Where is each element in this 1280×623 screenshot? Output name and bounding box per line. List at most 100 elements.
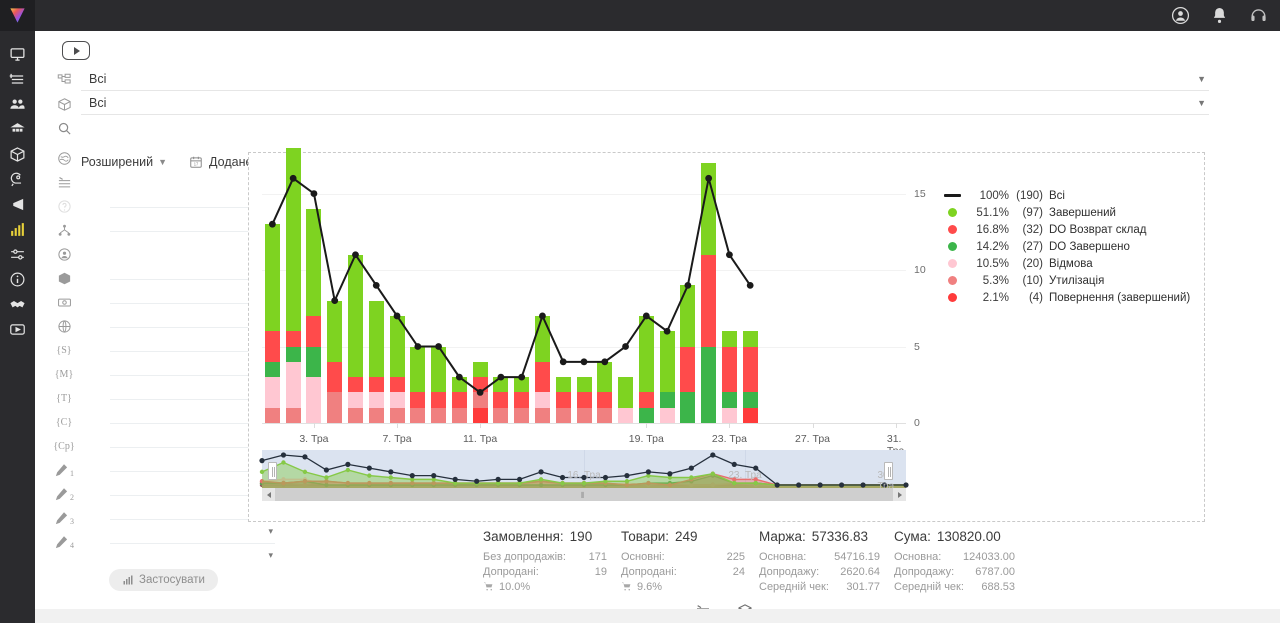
- user-circle-icon-row[interactable]: [46, 242, 82, 266]
- total-line-point[interactable]: [559, 358, 567, 366]
- chart-bar[interactable]: [638, 315, 654, 423]
- chart-bar[interactable]: [576, 377, 592, 423]
- sidebar-item-marketing[interactable]: [0, 167, 35, 192]
- sidebar-item-partners[interactable]: [0, 292, 35, 317]
- chart-bar[interactable]: [389, 316, 405, 423]
- t-brackets-icon-row[interactable]: {T}: [46, 386, 82, 410]
- pen-1-icon-row[interactable]: 1: [46, 458, 82, 482]
- question-circle-icon-row[interactable]: [46, 194, 82, 218]
- sitemap-icon-row[interactable]: [46, 68, 82, 92]
- sidebar-item-orders-list[interactable]: [0, 67, 35, 92]
- total-line-point[interactable]: [726, 251, 733, 259]
- apply-button[interactable]: Застосувати: [109, 569, 218, 591]
- list-lines-icon-row[interactable]: [46, 170, 82, 194]
- total-line-point[interactable]: [601, 358, 609, 366]
- tree-select-all[interactable]: Всі ▼: [81, 68, 1209, 91]
- total-line-point[interactable]: [414, 343, 422, 350]
- chart-bar[interactable]: [618, 377, 634, 423]
- legend-item[interactable]: 10.5% (20) Відмова: [939, 255, 1199, 272]
- total-line-point[interactable]: [352, 251, 359, 259]
- box-icon-row[interactable]: [46, 92, 82, 116]
- total-line-point[interactable]: [331, 297, 339, 305]
- legend-item[interactable]: 5.3% (10) Утилізація: [939, 272, 1199, 289]
- filter-dropdown-row[interactable]: ▾: [110, 544, 275, 568]
- search-mode-select[interactable]: Розширений ▼: [81, 155, 167, 169]
- s-brackets-icon-row[interactable]: {S}: [46, 338, 82, 362]
- navigator-scrollbar[interactable]: ⦀: [262, 488, 906, 501]
- support-headset-icon[interactable]: [1249, 6, 1268, 25]
- total-line-point[interactable]: [289, 174, 297, 182]
- sidebar-item-warehouse[interactable]: [0, 117, 35, 142]
- c-brackets-icon-row[interactable]: {C}: [46, 410, 82, 434]
- total-line-point[interactable]: [539, 312, 546, 320]
- total-line-point[interactable]: [684, 281, 692, 289]
- chart-bar[interactable]: [264, 224, 280, 423]
- legend-item[interactable]: 2.1% (4) Повернення (завершений): [939, 289, 1199, 306]
- sitemap2-icon-row[interactable]: [46, 218, 82, 242]
- navigator-handle-left[interactable]: [268, 462, 277, 480]
- m-brackets-icon-row[interactable]: {M}: [46, 362, 82, 386]
- sidebar-item-info[interactable]: [0, 267, 35, 292]
- chart-bar[interactable]: [285, 147, 301, 423]
- chart-bar[interactable]: [514, 377, 530, 423]
- chart-bar[interactable]: [327, 300, 343, 423]
- chart-bar[interactable]: [555, 377, 571, 423]
- scrollbar-left-arrow[interactable]: [262, 488, 275, 501]
- legend-item[interactable]: 100% (190) Всі: [939, 187, 1199, 204]
- total-line-point[interactable]: [435, 343, 442, 350]
- notifications-icon[interactable]: [1210, 6, 1229, 25]
- legend-item[interactable]: 51.1% (97) Завершений: [939, 204, 1199, 221]
- search-icon-row[interactable]: [46, 116, 82, 140]
- sidebar-item-megaphone[interactable]: [0, 192, 35, 217]
- total-line-point[interactable]: [268, 220, 276, 228]
- total-line-point[interactable]: [663, 327, 671, 335]
- banknote-icon-row[interactable]: [46, 290, 82, 314]
- pen-3-icon-row[interactable]: 3: [46, 506, 82, 530]
- chart-bar[interactable]: [431, 346, 447, 423]
- total-line-point[interactable]: [705, 174, 713, 182]
- cp-brackets-icon-row[interactable]: {Cp}: [46, 434, 82, 458]
- sidebar-item-clients[interactable]: [0, 92, 35, 117]
- chart-bar[interactable]: [368, 300, 384, 423]
- sidebar-item-analytics[interactable]: [0, 217, 35, 242]
- account-icon[interactable]: [1171, 6, 1190, 25]
- chart-bar[interactable]: [347, 254, 363, 423]
- total-line-point[interactable]: [518, 373, 526, 381]
- total-line-point[interactable]: [455, 373, 463, 381]
- legend-item[interactable]: 14.2% (27) DO Завершено: [939, 238, 1199, 255]
- chart-bar[interactable]: [597, 361, 613, 423]
- globe-icon-row[interactable]: [46, 146, 82, 170]
- sidebar-item-settings[interactable]: [0, 242, 35, 267]
- sidebar-item-products[interactable]: [0, 142, 35, 167]
- legend-item[interactable]: 16.8% (32) DO Возврат склад: [939, 221, 1199, 238]
- total-line-point[interactable]: [310, 190, 318, 197]
- total-line-point[interactable]: [497, 373, 505, 381]
- total-line-point[interactable]: [580, 358, 588, 366]
- pen-4-icon-row[interactable]: 4: [46, 530, 82, 554]
- total-line-point[interactable]: [372, 281, 380, 289]
- app-logo[interactable]: [0, 0, 35, 31]
- scrollbar-right-arrow[interactable]: [893, 488, 906, 501]
- chart-bar[interactable]: [680, 285, 696, 423]
- chart-bar[interactable]: [410, 346, 426, 423]
- chart-bar[interactable]: [742, 331, 758, 423]
- globe-grid-icon-row[interactable]: [46, 314, 82, 338]
- chart-bar[interactable]: [721, 331, 737, 423]
- filter-dropdown-row[interactable]: ▾: [110, 520, 275, 544]
- product-select-all[interactable]: Всі ▼: [81, 92, 1209, 115]
- total-line-point[interactable]: [746, 281, 754, 289]
- sidebar-item-video[interactable]: [0, 317, 35, 342]
- chart-bar[interactable]: [701, 163, 717, 423]
- navigator-handle-right[interactable]: [884, 462, 893, 480]
- total-line-point[interactable]: [642, 312, 650, 320]
- total-line-point[interactable]: [393, 312, 401, 320]
- sidebar-item-monitor[interactable]: [0, 42, 35, 67]
- total-line-point[interactable]: [476, 389, 484, 396]
- chart-bar[interactable]: [306, 208, 322, 423]
- chart-bar[interactable]: [659, 331, 675, 423]
- pen-2-icon-row[interactable]: 2: [46, 482, 82, 506]
- total-line-point[interactable]: [622, 343, 629, 350]
- video-play-button[interactable]: [62, 41, 90, 60]
